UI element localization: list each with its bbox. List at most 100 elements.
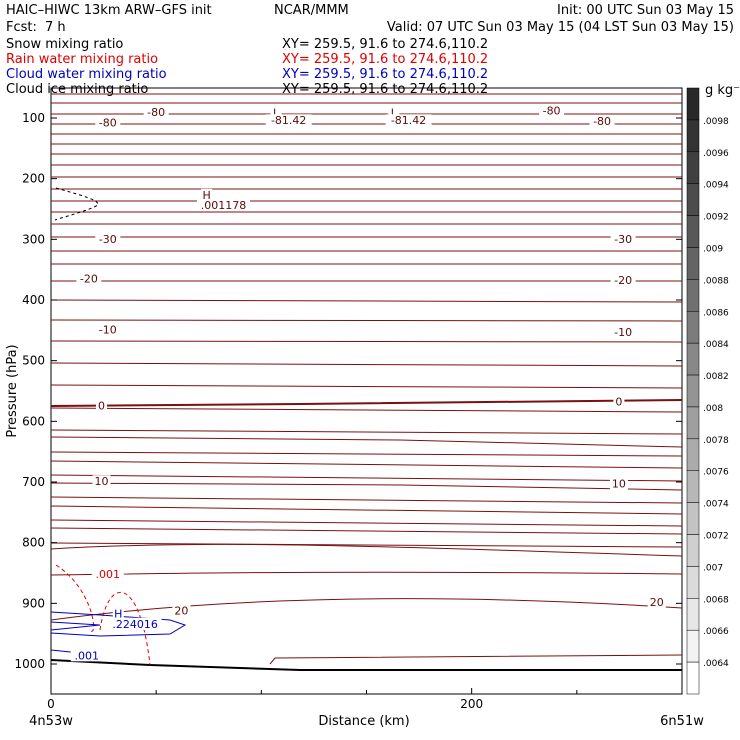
colorbar-swatch [686,470,700,503]
contour-label: .224016 [112,618,158,631]
colorbar-tick-label: .0084 [703,340,729,350]
contour-label: 10 [612,478,626,491]
colorbar-tick-label: .0072 [703,532,729,542]
y-tick-label: 800 [22,536,45,550]
colorbar-tick-label: .0096 [703,149,729,159]
colorbar-tick-label: .0088 [703,276,729,286]
legend-cloud-ice-xy: XY= 259.5, 91.6 to 274.6,110.2 [282,82,488,97]
contour-label: -20 [614,274,632,287]
colorbar-tick-label: .0066 [703,627,729,637]
contour-label: -20 [80,273,98,286]
cloud-water-labels: H.224016 .001 [70,607,162,662]
contour-label: -80 [147,106,165,119]
contour-label-bg [270,106,282,119]
colorbar-tick-label: .0092 [703,213,729,223]
colorbar: .0098 .0096 .0094 .0092 .009 .0088 .0086 .0084.… [686,87,729,695]
x-left-label: 4n53w [29,714,73,729]
fcst-value: 7 h [45,20,66,35]
contour-label: .001 [75,649,100,662]
contour-label: L [391,106,398,119]
legend-rain-xy: XY= 259.5, 91.6 to 274.6,110.2 [282,52,488,67]
colorbar-units: g kg⁻¹ [705,83,740,98]
y-tick-label: 200 [22,172,45,186]
y-axis-label: Pressure (hPa) [5,344,20,437]
contour-label-bg [108,617,162,630]
colorbar-swatch [686,311,700,344]
contour-label: .001178 [201,199,247,212]
contour-label-bg [112,607,124,620]
contour-label-bg [610,273,636,286]
y-tick-label: 700 [22,475,45,489]
colorbar-swatch [686,406,700,440]
contour-label: -81.42 [271,114,306,127]
colorbar-swatch [686,215,700,248]
y-tick-label: 900 [22,596,45,610]
contour-label: -30 [99,233,117,246]
contour-label-bg [647,595,666,608]
y-tick-label: 400 [22,293,45,307]
temperature-contours [50,93,683,665]
contour-label: -81.42 [391,114,426,127]
colorbar-tick-label: .0074 [703,500,729,510]
contour-label: 20 [650,596,664,609]
contour-label: H [114,607,122,620]
colorbar-swatch [686,598,700,631]
contour-label-bg [539,104,565,117]
contour-label-bg [95,233,121,246]
contour-label-bg [196,199,250,212]
colorbar-swatch [686,502,700,535]
contour-label: -80 [99,117,117,130]
colorbar-swatch [686,247,700,280]
contour-label-bg [613,395,625,408]
contour-label-bg [610,325,636,338]
colorbar-tick-label: .008 [703,404,723,414]
legend-rain-label: Rain water mixing ratio [6,52,158,67]
contour-label: .001 [96,568,121,581]
colorbar-tick-label: .009 [703,244,723,254]
contour-label: 0 [98,399,105,412]
x-axis: 0 200 [47,688,578,711]
colorbar-tick-label: .0098 [703,117,729,127]
contour-label-bg [95,323,121,336]
colorbar-swatch [686,374,700,408]
contour-label-bg [385,114,432,127]
contour-label: L [273,106,280,119]
contour-label-bg [388,106,400,119]
colorbar-tick-label: .0068 [703,595,729,605]
contour-label-bg [589,114,615,127]
contour-label-bg [143,105,169,118]
contour-label: -30 [614,233,632,246]
init-time: Init: 00 UTC Sun 03 May 15 [557,3,734,18]
colorbar-swatch [686,566,700,599]
colorbar-swatch [686,151,700,184]
contour-label-bg [201,188,213,201]
x-right-label: 6n51w [660,714,704,729]
contour-label: -10 [614,326,632,339]
contour-label-bg [95,399,107,412]
legend-snow-xy: XY= 259.5, 91.6 to 274.6,110.2 [282,37,488,52]
legend-snow-label: Snow mixing ratio [6,37,123,52]
colorbar-swatch [686,342,700,376]
contour-label-bg [609,477,628,490]
fcst-label: Fcst: [6,20,37,35]
model-title: HAIC–HIWC 13km ARW–GFS init [6,3,212,18]
legend-cloud-water-xy: XY= 259.5, 91.6 to 274.6,110.2 [282,67,488,82]
y-tick-label: 1000 [14,657,45,671]
valid-time: Valid: 07 UTC Sun 03 May 15 (04 LST Sun … [387,20,734,35]
rain-water-contours [55,564,151,666]
cloud-ice-contour [54,187,99,221]
colorbar-swatch [686,183,700,216]
temperature-labels: -80-80-80-80L-81.42L-81.42H.001178-30 -30… [76,104,666,617]
x-axis-label: Distance (km) [318,714,409,729]
colorbar-tick-label: .0064 [703,659,729,669]
contour-label: 20 [174,604,188,617]
x-tick-label: 200 [460,697,483,711]
contour-label-bg [172,604,191,617]
colorbar-swatch [686,438,700,471]
contour-label-bg [610,233,636,246]
contour-label-bg [265,114,312,127]
colorbar-tick-label: .0094 [703,181,729,191]
rain-labels: .001 [91,568,124,581]
colorbar-swatch [686,87,700,121]
